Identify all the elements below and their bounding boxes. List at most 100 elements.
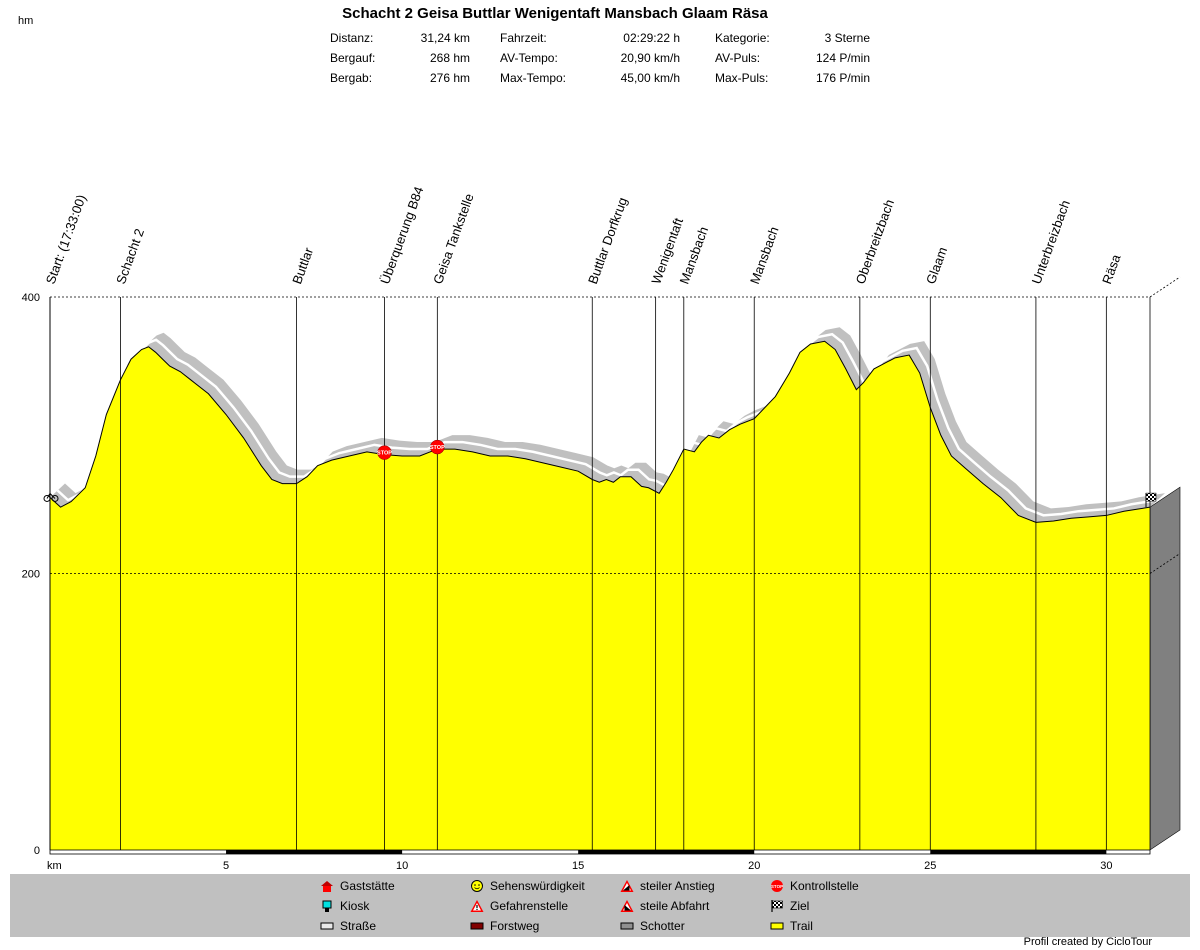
stop-icon-disc xyxy=(377,445,392,460)
stat-label: Fahrzeit: xyxy=(500,31,547,45)
legend-item: steile Abfahrt xyxy=(620,899,709,913)
legend-label: Trail xyxy=(790,919,813,933)
stat-value: 02:29:22 h xyxy=(623,31,680,45)
legend-item: Kiosk xyxy=(320,899,369,913)
legend-label: Gaststätte xyxy=(340,879,395,893)
stop-icon-disc xyxy=(430,439,445,455)
stat-label: Max-Puls: xyxy=(715,71,769,85)
shadow-band xyxy=(50,327,1165,523)
waypoint-label: Buttlar Dorfkrug xyxy=(585,195,630,286)
elevation-line xyxy=(49,340,1151,523)
waypoint-label: Mansbach xyxy=(677,225,712,286)
legend-item: Gaststätte xyxy=(320,879,395,893)
legend-label: Kontrollstelle xyxy=(790,879,859,893)
waypoint-label: Buttlar xyxy=(289,245,316,286)
legend-label: Gefahrenstelle xyxy=(490,899,569,913)
waypoint-label: Start: (17:33:00) xyxy=(43,193,89,286)
bicycle-frame xyxy=(46,492,56,499)
chart-3d-shadow xyxy=(50,327,1165,523)
stat-label: Kategorie: xyxy=(715,31,770,45)
stop-icon: STOP xyxy=(377,445,392,460)
legend-label: Kiosk xyxy=(340,899,370,913)
waypoint-label: Schacht 2 xyxy=(113,227,147,286)
stat-label: AV-Puls: xyxy=(715,51,761,65)
surface-segment xyxy=(930,850,1107,854)
stat-label: Distanz: xyxy=(330,31,374,45)
stop-icon: STOP xyxy=(430,439,445,455)
legend-item: Ziel xyxy=(770,899,809,913)
trail-icon xyxy=(770,920,784,932)
page-title: Schacht 2 Geisa Buttlar Wenigentaft Mans… xyxy=(342,5,768,22)
y-axis-unit: hm xyxy=(18,15,34,27)
bicycle-wheel xyxy=(43,494,51,502)
waypoint-label: Unterbreizbach xyxy=(1029,198,1073,286)
bicycle-icon xyxy=(43,492,59,502)
legend-item: Trail xyxy=(770,919,813,933)
legend-label: Straße xyxy=(340,919,377,933)
house-icon xyxy=(320,880,334,892)
stat-value: 45,00 km/h xyxy=(620,71,680,85)
stop-icon: STOP xyxy=(770,880,784,892)
legend-label: steile Abfahrt xyxy=(640,899,710,913)
y-tick-label: 400 xyxy=(22,292,40,304)
x-axis-unit: km xyxy=(47,860,62,872)
legend-label: Forstweg xyxy=(490,919,540,933)
y-tick-label: 200 xyxy=(22,569,40,581)
bicycle-wheel xyxy=(51,494,59,502)
stat-label: Max-Tempo: xyxy=(500,71,567,85)
stop-icon-text: STOP xyxy=(377,451,392,457)
warning-icon xyxy=(470,900,484,912)
x-tick-label: 15 xyxy=(572,860,584,872)
stat-label: AV-Tempo: xyxy=(500,51,558,65)
waypoint-label: Oberbreitzbach xyxy=(853,197,897,286)
stat-value: 276 hm xyxy=(429,71,470,85)
x-tick-label: 20 xyxy=(748,860,760,872)
chart-area-layer xyxy=(49,340,1151,850)
waypoint-label: Überquerung B84 xyxy=(377,184,426,286)
legend-item: Sehenswürdigkeit xyxy=(470,879,585,893)
legend-item: Gefahrenstelle xyxy=(470,899,568,913)
stop-icon-text: STOP xyxy=(430,445,445,451)
stat-value: 20,90 km/h xyxy=(620,51,680,65)
grid-line-3d xyxy=(1149,276,1181,298)
flag-cloth xyxy=(1145,492,1157,502)
stat-label: Bergauf: xyxy=(330,51,376,65)
legend-item: Schotter xyxy=(620,919,685,933)
waypoint-label: Mansbach xyxy=(747,225,782,286)
credit-text: Profil created by CicloTour xyxy=(1023,936,1152,948)
stat-value: 268 hm xyxy=(429,51,470,65)
svg-text:STOP: STOP xyxy=(771,884,783,889)
road-icon xyxy=(320,920,334,932)
side-face xyxy=(1149,486,1181,851)
surface-segment xyxy=(226,850,403,854)
stat-value: 31,24 km xyxy=(420,31,470,45)
legend: Gaststätte Kiosk Straße Sehenswürdigkeit… xyxy=(10,874,1190,937)
x-tick-label: 30 xyxy=(1100,860,1112,872)
steep-descent-icon xyxy=(620,900,634,912)
surface-segment xyxy=(578,850,755,854)
legend-label: Sehenswürdigkeit xyxy=(490,879,585,893)
shadow-highlight xyxy=(56,332,1158,517)
stat-value: 124 P/min xyxy=(815,51,870,65)
elevation-area xyxy=(50,341,1150,850)
waypoint-label: Räsa xyxy=(1099,252,1124,286)
legend-item: steiler Anstieg xyxy=(620,879,715,893)
x-tick-label: 10 xyxy=(396,860,408,872)
stat-value: 176 P/min xyxy=(815,71,870,85)
forest-path-icon xyxy=(470,920,484,932)
chart-axes: 0 200 400 km 5 10 15 20 25 30 xyxy=(22,292,1151,872)
legend-label: Schotter xyxy=(640,919,685,933)
stat-label: Bergab: xyxy=(330,71,373,85)
legend-item: Forstweg xyxy=(470,919,539,933)
legend-label: Ziel xyxy=(790,899,810,913)
x-tick-label: 25 xyxy=(924,860,936,872)
finish-flag-icon xyxy=(770,900,784,912)
waypoint-label: Glaam xyxy=(923,245,950,286)
chart-3d-side xyxy=(1149,486,1181,851)
y-tick-label: 0 xyxy=(34,845,40,857)
finish-flag-icon xyxy=(1145,492,1157,508)
stat-value: 3 Sterne xyxy=(824,31,870,45)
kiosk-icon xyxy=(320,900,334,912)
gravel-icon xyxy=(620,920,634,932)
